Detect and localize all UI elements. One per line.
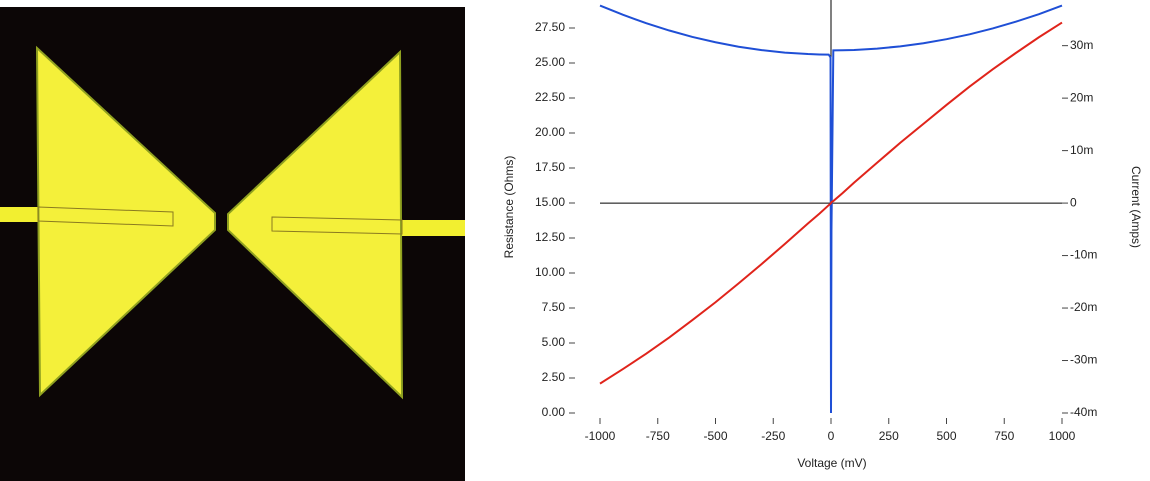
x-tick-label: 1000: [1049, 429, 1076, 443]
x-tick-label: -750: [646, 429, 670, 443]
x-tick-label: -250: [761, 429, 785, 443]
chart: Voltage (mV) Resistance (Ohms) Current (…: [502, 0, 1143, 470]
y2-tick-label: -30m: [1070, 353, 1097, 367]
series-line: [599, 4, 1063, 414]
x-tick-label: -500: [703, 429, 727, 443]
y2-tick-label: 20m: [1070, 90, 1093, 104]
y2-tick-label: 10m: [1070, 143, 1093, 157]
x-tick-label: 250: [879, 429, 899, 443]
electrode: [35, 45, 216, 398]
y-tick-label: 20.00: [535, 125, 565, 139]
x-tick-label: 500: [936, 429, 956, 443]
lead: [400, 220, 465, 236]
micrograph: [0, 7, 465, 481]
y-tick-label: 22.50: [535, 90, 565, 104]
y-tick-label: 25.00: [535, 55, 565, 69]
x-tick-label: 750: [994, 429, 1014, 443]
x-tick-label: 0: [828, 429, 835, 443]
lead: [0, 207, 40, 222]
y-tick-label: 17.50: [535, 160, 565, 174]
y-tick-label: 7.50: [542, 300, 566, 314]
y2-tick-label: -20m: [1070, 300, 1097, 314]
y-tick-label: 27.50: [535, 20, 565, 34]
y2-tick-label: 30m: [1070, 38, 1093, 52]
strip: [37, 206, 174, 227]
y2-tick-label: -40m: [1070, 405, 1097, 419]
y-tick-label: 12.50: [535, 230, 565, 244]
strip: [271, 216, 403, 235]
series-line: [599, 21, 1063, 385]
y2-tick-label: 0: [1070, 195, 1077, 209]
y-tick-label: 15.00: [535, 195, 565, 209]
y-axis-label: Resistance (Ohms): [502, 156, 516, 259]
y-tick-label: 2.50: [542, 370, 566, 384]
y-tick-label: 5.00: [542, 335, 566, 349]
y2-tick-label: -10m: [1070, 248, 1097, 262]
y-tick-label: 0.00: [542, 405, 566, 419]
y-tick-label: 10.00: [535, 265, 565, 279]
electrode: [227, 49, 404, 400]
x-axis-label: Voltage (mV): [797, 456, 866, 470]
x-tick-label: -1000: [585, 429, 616, 443]
y2-axis-label: Current (Amps): [1129, 166, 1143, 248]
